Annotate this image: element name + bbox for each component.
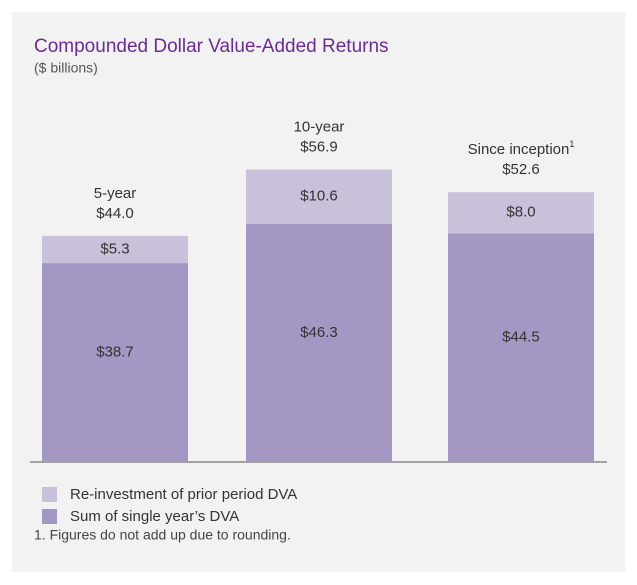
category-label: 5-year (94, 185, 137, 202)
category-label: 10-year (294, 119, 345, 136)
total-label: $44.0 (96, 205, 134, 222)
total-label: $56.9 (300, 139, 338, 156)
chart-title: Compounded Dollar Value-Added Returns (34, 36, 389, 57)
footnote-marker: 1 (569, 140, 574, 150)
legend-label: Re-investment of prior period DVA (70, 486, 297, 503)
legend-swatch (42, 509, 57, 524)
value-label: $8.0 (506, 204, 535, 221)
value-label: $46.3 (300, 324, 338, 341)
value-label: $44.5 (502, 329, 540, 346)
value-label: $5.3 (100, 240, 129, 257)
category-name: 10-year (294, 119, 345, 136)
legend-swatch (42, 487, 57, 502)
category-name: Since inception (468, 141, 570, 158)
category-label: Since inception1 (468, 140, 575, 159)
bar-segment (42, 235, 188, 264)
value-label: $10.6 (300, 188, 338, 205)
bar-segment (246, 224, 392, 462)
legend-label: Sum of single year’s DVA (70, 508, 239, 525)
value-label: $38.7 (96, 344, 134, 361)
chart-subtitle: ($ billions) (34, 60, 98, 76)
total-label: $52.6 (502, 161, 540, 178)
category-name: 5-year (94, 185, 137, 202)
footnote: 1. Figures do not add up due to rounding… (34, 527, 291, 543)
bar-segment (448, 233, 594, 462)
bar-segment (448, 192, 594, 234)
bar-segment (42, 263, 188, 462)
bar-segment (246, 169, 392, 225)
